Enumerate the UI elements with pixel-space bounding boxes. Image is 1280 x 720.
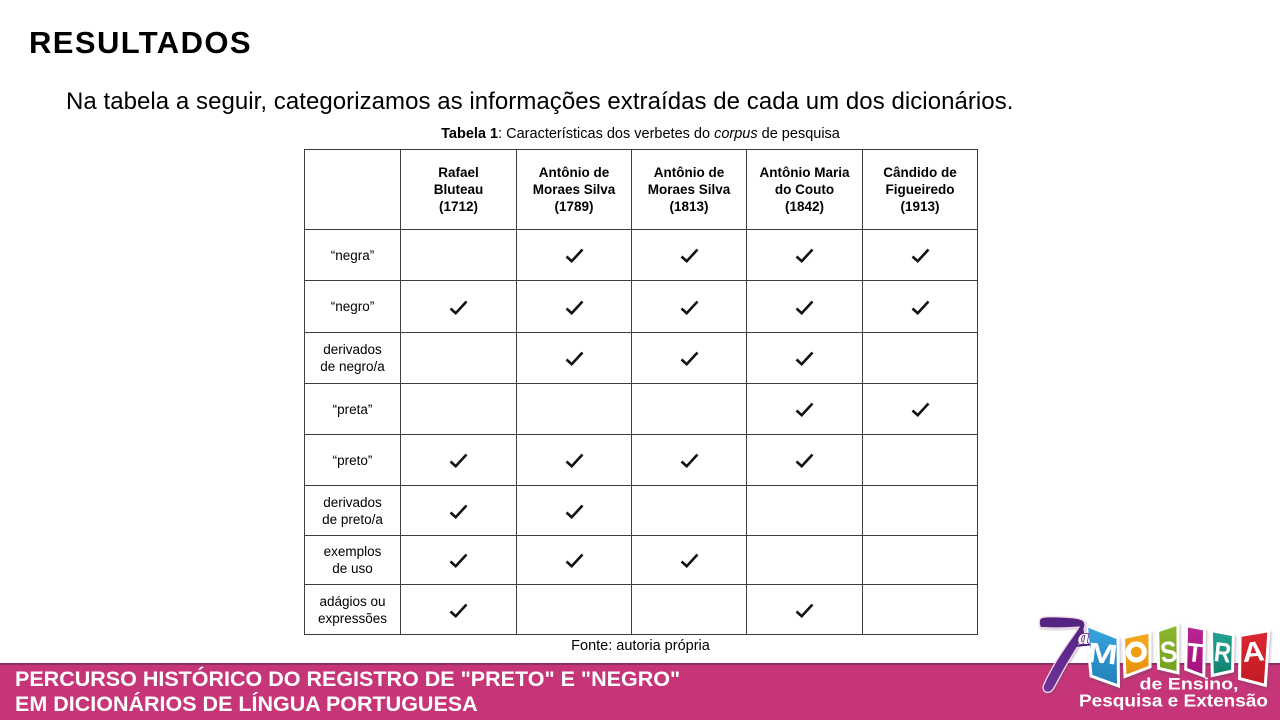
svg-text:T: T xyxy=(1186,638,1205,668)
svg-text:M: M xyxy=(1086,637,1119,671)
svg-text:de Ensino,: de Ensino, xyxy=(1140,676,1239,694)
svg-text:S: S xyxy=(1159,634,1179,669)
svg-text:a: a xyxy=(1078,624,1089,649)
svg-text:Pesquisa e Extensão: Pesquisa e Extensão xyxy=(1079,691,1268,711)
svg-text:A: A xyxy=(1241,636,1266,669)
svg-text:R: R xyxy=(1213,637,1233,669)
